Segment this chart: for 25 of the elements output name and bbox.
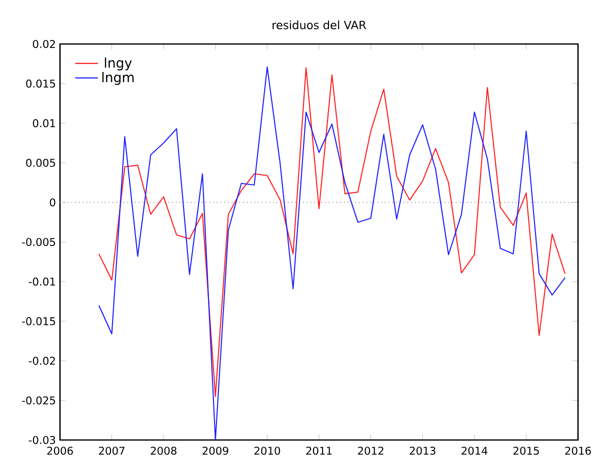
chart-title: residuos del VAR (272, 20, 366, 30)
x-tick-label: 2014 (462, 446, 488, 455)
x-tick-label: 2015 (513, 446, 539, 455)
y-tick-label: 0.01 (32, 119, 55, 128)
y-tick-label: 0 (50, 198, 56, 206)
x-tick-label: 2007 (99, 446, 124, 455)
y-tick-label: -0.025 (22, 396, 56, 404)
x-tick-label: 2008 (150, 446, 176, 455)
y-tick-label: 0.005 (26, 158, 56, 167)
y-tick-label: 0.015 (26, 80, 56, 88)
x-tick-label: 2010 (254, 446, 280, 455)
y-tick-label: -0.02 (28, 356, 55, 365)
legend-label: lngy (104, 58, 132, 70)
x-tick-label: 2013 (410, 446, 436, 455)
y-tick-label: -0.01 (28, 278, 55, 286)
x-tick-label: 2011 (306, 446, 332, 455)
y-tick-label: -0.03 (28, 436, 56, 444)
x-tick-label: 2009 (202, 446, 228, 455)
x-tick-label: 2006 (47, 446, 73, 455)
legend-label: lngm (102, 72, 134, 85)
y-tick-label: -0.005 (22, 238, 56, 246)
y-tick-label: -0.015 (22, 317, 56, 326)
x-tick-label: 2016 (565, 446, 591, 455)
y-tick-label: 0.02 (32, 40, 55, 48)
x-tick-label: 2012 (358, 446, 384, 455)
